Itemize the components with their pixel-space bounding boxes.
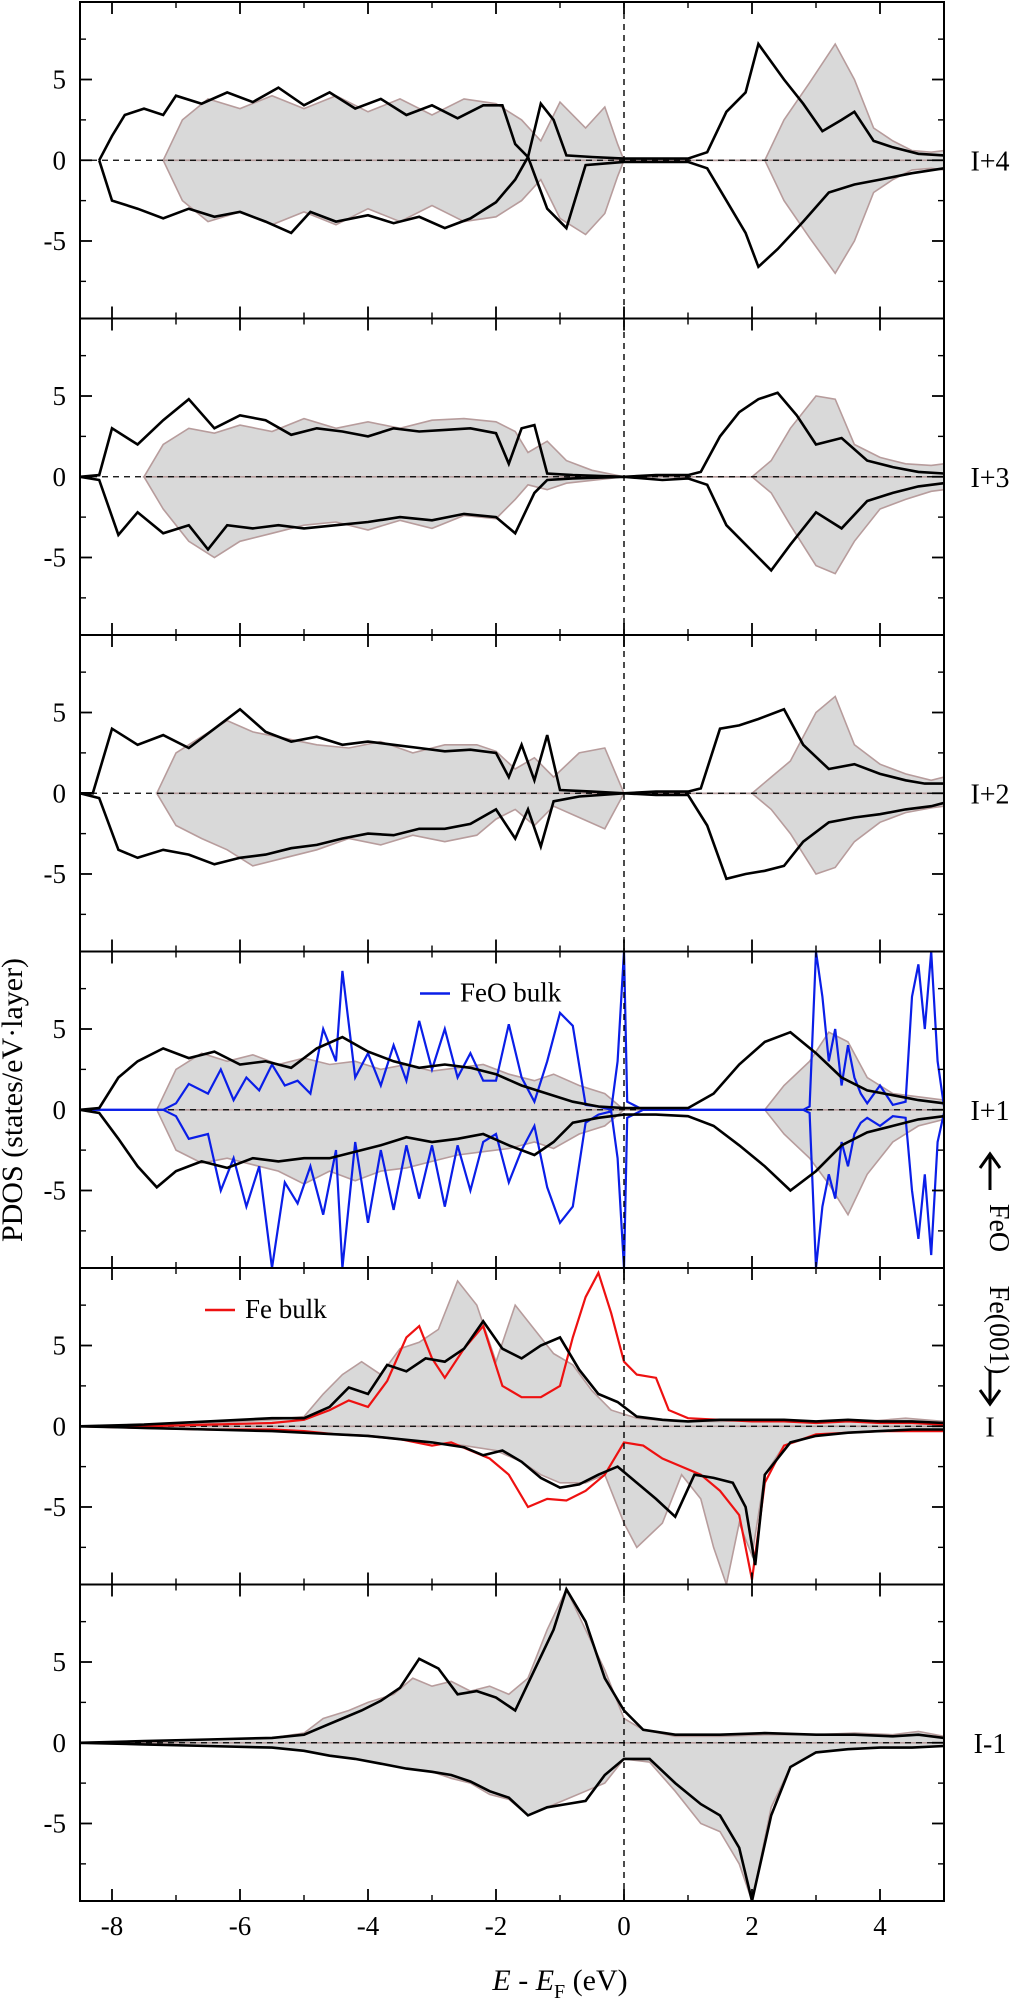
legend-label: FeO bulk xyxy=(460,978,562,1008)
bulk-curve-up xyxy=(80,1269,944,1428)
feo-side-label: FeO xyxy=(983,1204,1014,1252)
interface-curve-up xyxy=(80,1030,944,1112)
y-tick-label: 5 xyxy=(53,381,67,411)
y-tick-label: -5 xyxy=(44,1808,67,1838)
y-tick-label: -5 xyxy=(44,542,67,572)
y-tick-label: 0 xyxy=(53,1411,67,1441)
y-tick-label: 0 xyxy=(53,145,67,175)
bulk-like-shaded-up xyxy=(80,1587,944,1744)
panel-label: I+4 xyxy=(970,146,1009,177)
bulk-like-shaded-down xyxy=(155,1109,944,1217)
panel-label: I-1 xyxy=(974,1729,1007,1760)
y-tick-label: -5 xyxy=(44,1492,67,1522)
x-tick-label: -2 xyxy=(485,1911,508,1941)
interface-curve-down xyxy=(80,1425,944,1566)
y-tick-label: 0 xyxy=(53,778,67,808)
bulk-like-shaded-down xyxy=(80,1425,944,1585)
bulk-like-shaded-down xyxy=(161,159,944,275)
y-tick-label: -5 xyxy=(44,859,67,889)
x-tick-label: -4 xyxy=(357,1911,380,1941)
y-tick-label: 5 xyxy=(53,698,67,728)
panels-group: -5 0 5 I+4 -5 0 5 I+3 -5 0 5 I+2 -5 0 5 I+1 FeO bulk -5 0 5… xyxy=(44,1,1010,1902)
arrow-down-icon xyxy=(978,1370,1002,1407)
bulk-curve-down xyxy=(80,1108,944,1268)
y-tick-label: 5 xyxy=(53,1331,67,1361)
interface-curve-up xyxy=(80,1586,944,1745)
y-axis-label: PDOS (states/eV·layer) xyxy=(0,958,29,1242)
panel-iplus3: -5 0 5 I+3 xyxy=(44,317,1010,636)
bulk-like-shaded-down xyxy=(142,476,944,575)
interface-curve-down xyxy=(80,1741,944,1901)
plot-area xyxy=(80,391,944,575)
plot-area xyxy=(80,1269,944,1585)
plot-area xyxy=(80,695,944,881)
interface-curve-down xyxy=(80,1108,944,1193)
bulk-like-shaded-down xyxy=(80,1742,944,1901)
legend-label: Fe bulk xyxy=(245,1294,327,1324)
x-tick-label: 2 xyxy=(745,1911,759,1941)
bulk-like-shaded-up xyxy=(142,395,944,478)
overlay-group: -8 -6 -4 -2 0 2 4 xyxy=(101,2,887,1941)
panel-i: -5 0 5 I Fe bulk xyxy=(44,1267,995,1586)
feo-fe-annotation: FeO Fe(001) xyxy=(978,1151,1014,1407)
panel-iplus4: -5 0 5 I+4 xyxy=(44,1,1010,320)
panel-i-1: -5 0 5 I-1 xyxy=(44,1583,1007,1902)
x-tick-label: -8 xyxy=(101,1911,124,1941)
x-tick-label: 0 xyxy=(617,1911,631,1941)
interface-curve-up xyxy=(80,391,944,479)
interface-curve-down xyxy=(80,475,944,573)
interface-curve-down xyxy=(80,791,944,881)
panel-iplus1: -5 0 5 I+1 FeO bulk xyxy=(44,950,1010,1269)
y-tick-label: -5 xyxy=(44,226,67,256)
x-tick-label: -6 xyxy=(229,1911,252,1941)
bulk-like-shaded-up xyxy=(161,42,944,162)
panel-label: I xyxy=(985,1412,994,1443)
plot-area xyxy=(80,951,944,1268)
x-axis-label: E - EF (eV) xyxy=(491,1964,627,2003)
y-tick-label: 0 xyxy=(53,1728,67,1758)
y-tick-label: -5 xyxy=(44,1175,67,1205)
y-tick-label: 0 xyxy=(53,1095,67,1125)
x-tick-label: 4 xyxy=(873,1911,887,1941)
plot-area xyxy=(80,41,944,275)
interface-curve-up xyxy=(80,707,944,795)
panel-label: I+3 xyxy=(970,463,1009,494)
fe001-side-label: Fe(001) xyxy=(983,1286,1014,1375)
panel-label: I+1 xyxy=(970,1096,1009,1127)
plot-area xyxy=(80,1586,944,1901)
bulk-like-shaded-down xyxy=(155,792,944,875)
y-tick-label: 5 xyxy=(53,1647,67,1677)
y-tick-label: 0 xyxy=(53,462,67,492)
y-tick-label: 5 xyxy=(53,65,67,95)
panel-iplus2: -5 0 5 I+2 xyxy=(44,634,1010,953)
interface-curve-down xyxy=(97,153,944,270)
y-tick-label: 5 xyxy=(53,1014,67,1044)
bulk-curve-up xyxy=(80,951,944,1112)
interface-curve-up xyxy=(80,1319,944,1428)
arrow-up-icon xyxy=(978,1151,1002,1190)
panel-label: I+2 xyxy=(970,779,1009,810)
